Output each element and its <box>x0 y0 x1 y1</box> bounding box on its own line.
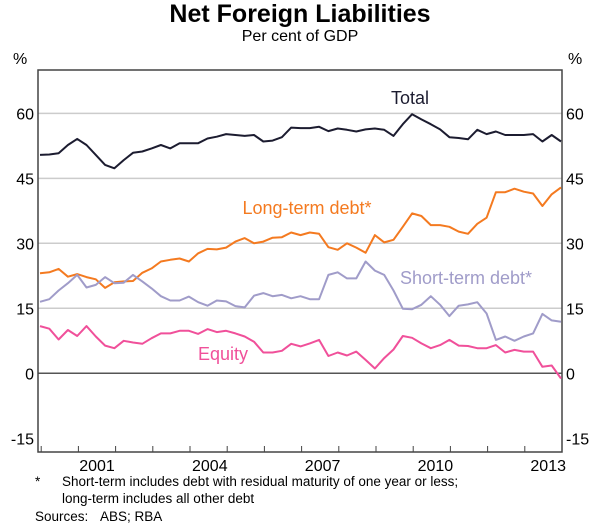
chart-subtitle: Per cent of GDP <box>241 28 359 45</box>
y-tick-label-left: -15 <box>11 431 34 448</box>
y-axis-unit-left: % <box>13 51 27 68</box>
x-tick-label: 2010 <box>418 458 454 475</box>
y-tick-label-right: 45 <box>566 171 584 188</box>
y-tick-label-right: 0 <box>566 366 575 383</box>
plot-frame <box>37 69 563 453</box>
series-label: Equity <box>198 344 248 364</box>
y-tick-label-right: -15 <box>566 431 589 448</box>
x-tick-label: 2004 <box>192 458 228 475</box>
x-tick-label: 2007 <box>305 458 341 475</box>
y-tick-label-right: 60 <box>566 106 584 123</box>
sources-label: Sources: <box>35 509 89 524</box>
series-label: Long-term debt* <box>242 198 371 218</box>
series-label: Short-term debt* <box>400 268 532 288</box>
chart-title: Net Foreign Liabilities <box>169 0 431 28</box>
series-line-total <box>39 113 562 170</box>
y-tick-label-right: 15 <box>566 301 584 318</box>
y-tick-label-left: 15 <box>16 301 34 318</box>
footnote-line-2: long-term includes all other debt <box>62 491 255 506</box>
sources-value: ABS; RBA <box>100 509 163 524</box>
y-tick-label-left: 45 <box>16 171 34 188</box>
x-tick-label: 2001 <box>79 458 115 475</box>
y-axis-unit-right: % <box>568 51 582 68</box>
series-line-equity <box>39 325 562 380</box>
y-tick-label-left: 0 <box>25 366 34 383</box>
y-tick-label-left: 60 <box>16 106 34 123</box>
footnote-line-1: Short-term includes debt with residual m… <box>62 474 459 489</box>
y-tick-label-right: 30 <box>566 236 584 253</box>
footnote-marker: * <box>35 474 41 489</box>
series-line-short-term-debt <box>39 260 562 342</box>
series-label: Total <box>391 88 429 108</box>
y-tick-label-left: 30 <box>16 236 34 253</box>
x-tick-label: 2013 <box>530 458 566 475</box>
